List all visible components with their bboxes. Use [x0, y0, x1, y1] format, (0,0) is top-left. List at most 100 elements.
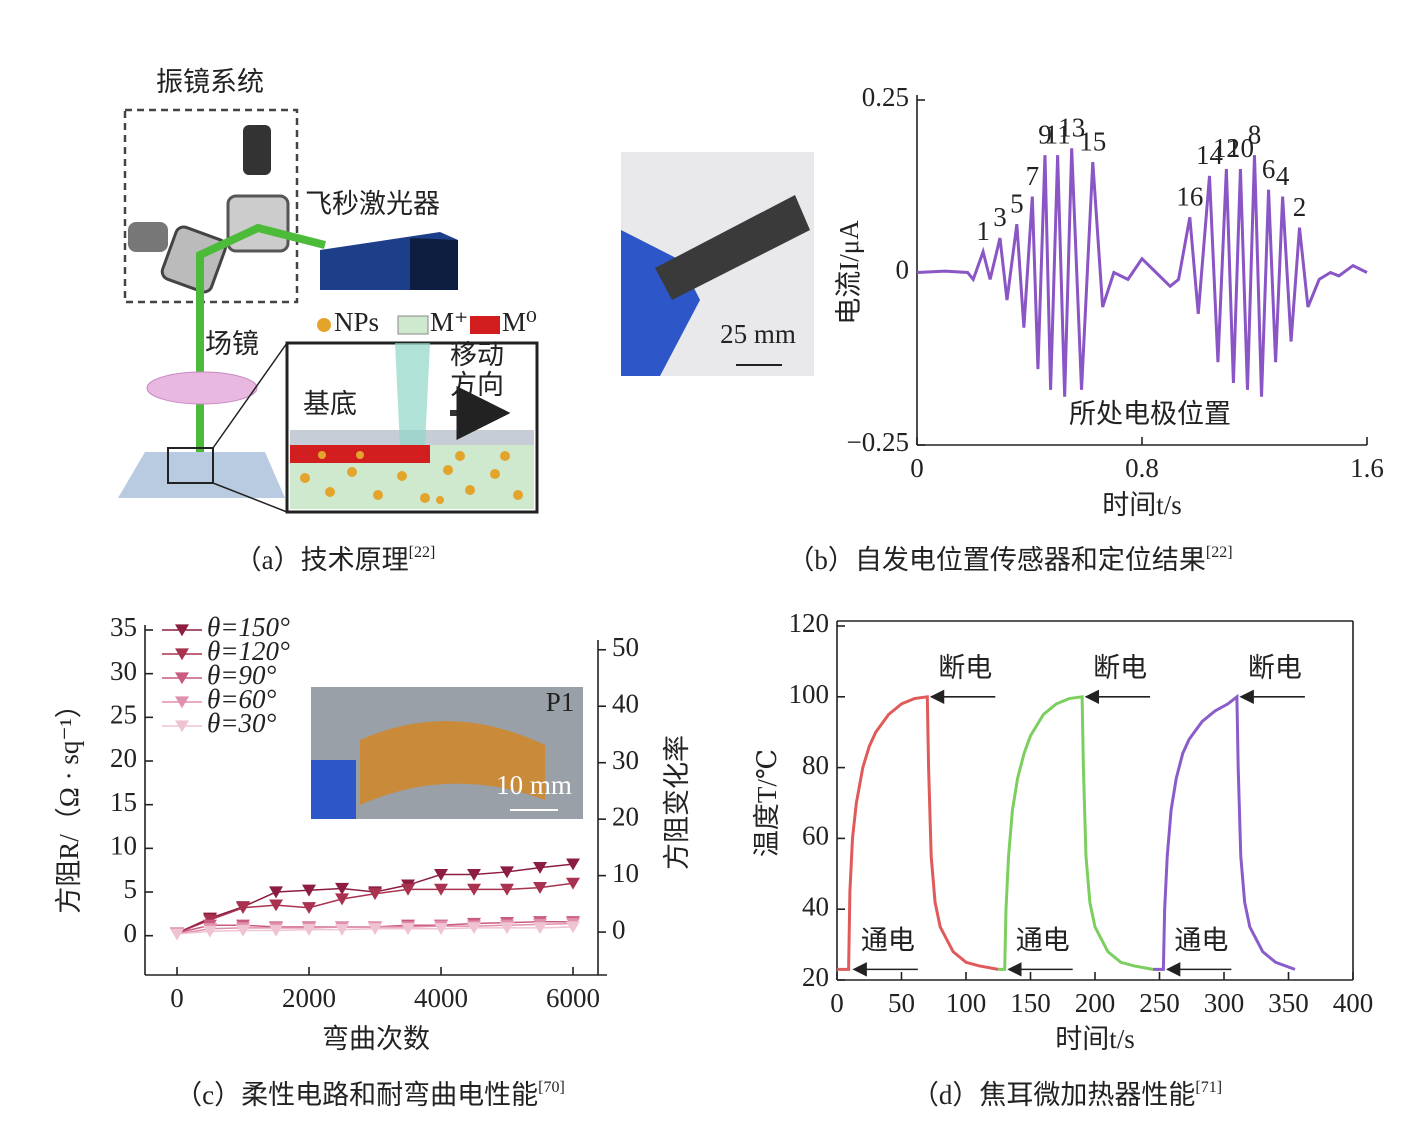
laser-beam — [196, 223, 326, 460]
galvo-box — [123, 108, 299, 304]
diagram-title: 振镜系统 — [156, 67, 264, 97]
y-tick-label: 80 — [802, 750, 829, 780]
y-tick-label: 20 — [802, 962, 829, 992]
x-axis-label: 时间t/s — [1055, 1024, 1135, 1054]
mirror-2 — [160, 225, 227, 294]
stage — [118, 452, 285, 498]
legend-ion — [397, 315, 429, 335]
marker — [467, 883, 482, 896]
photo-b: 25 mm — [621, 152, 814, 376]
caption-text: （c）柔性电路和耐弯曲电性能 — [175, 1080, 538, 1110]
series-line — [1153, 693, 1296, 971]
legend-label: θ=30° — [207, 708, 276, 738]
legend-label: θ=90° — [207, 660, 276, 690]
caption-ref: [22] — [409, 544, 436, 561]
legend-label: M⁰ — [502, 307, 537, 337]
legend-label: θ=120° — [207, 636, 290, 666]
y2-tick-label: 40 — [612, 688, 639, 718]
y2-tick-label: 50 — [612, 632, 639, 662]
caption-text: （b）自发电位置传感器和定位结果 — [787, 545, 1206, 575]
legend-label: θ=60° — [207, 684, 276, 714]
x-tick-label: 300 — [1204, 988, 1245, 1018]
peak-label: 6 — [1262, 154, 1276, 184]
x-tick-label: 50 — [888, 988, 915, 1018]
y-tick-label: −0.25 — [847, 427, 909, 457]
peak-label: 9 — [1038, 119, 1052, 149]
legend-label: M⁺ — [430, 307, 468, 337]
y-tick-label: 5 — [124, 874, 138, 904]
y-tick-label: 100 — [789, 679, 830, 709]
caption: （c）柔性电路和耐弯曲电性能[70] — [175, 1079, 565, 1111]
peak-label: 16 — [1176, 182, 1203, 212]
legend-label: NPs — [334, 307, 379, 337]
mirror-1 — [226, 194, 290, 253]
annotation: 断电 — [1093, 653, 1147, 683]
legend-np — [317, 318, 331, 332]
y-axis-label: 电流I/μA — [834, 220, 864, 325]
motor — [128, 222, 168, 252]
legend-marker — [175, 672, 189, 685]
marker — [533, 922, 548, 935]
marker — [533, 882, 548, 894]
marker — [203, 925, 218, 938]
marker — [467, 868, 482, 881]
x-tick-label: 0 — [910, 453, 924, 483]
caption-ref: [70] — [538, 1079, 565, 1096]
y2-tick-label: 30 — [612, 745, 639, 775]
marker — [302, 902, 317, 915]
x-tick-label: 0 — [170, 983, 184, 1013]
x-tick-label: 4000 — [414, 983, 468, 1013]
laser-label: 飞秒激光器 — [305, 189, 440, 219]
photo-c: P1 10 mm — [311, 687, 583, 819]
series-line — [837, 695, 999, 971]
legend-marker — [175, 648, 189, 661]
marker — [566, 858, 581, 871]
peak-label: 13 — [1058, 113, 1085, 143]
series-line — [916, 148, 1368, 397]
panel-a: 振镜系统 飞秒激光器 场镜 基底 移动 方向 NPs M⁺ M⁰ — [118, 67, 539, 514]
zoom-line — [212, 342, 288, 449]
y-tick-label: 0.25 — [862, 82, 909, 112]
caption: （b）自发电位置传感器和定位结果[22] — [787, 544, 1232, 576]
lens-label: 场镜 — [205, 329, 259, 359]
peak-label: 7 — [1026, 161, 1040, 191]
peak-label: 11 — [1045, 119, 1071, 149]
x-axis-label: 弯曲次数 — [322, 1024, 430, 1054]
legend-label: θ=150° — [207, 612, 290, 642]
y2-tick-label: 0 — [612, 914, 626, 944]
zoom-line — [212, 482, 288, 513]
y2-tick-label: 10 — [612, 858, 639, 888]
inset-tag: P1 — [546, 687, 575, 717]
x-tick-label: 350 — [1268, 988, 1309, 1018]
marker — [566, 921, 581, 934]
peak-label: 1 — [976, 216, 990, 246]
marker — [500, 883, 515, 896]
y-tick-label: 40 — [802, 891, 829, 921]
peak-label: 5 — [1010, 188, 1024, 218]
scale-label: 25 mm — [720, 319, 796, 349]
nanoparticles — [300, 451, 523, 504]
marker — [302, 884, 317, 897]
caption-ref: [22] — [1206, 544, 1233, 561]
marker — [533, 861, 548, 874]
marker — [236, 924, 251, 937]
x-tick-label: 2000 — [282, 983, 336, 1013]
marker — [269, 899, 284, 912]
x-tick-label: 100 — [946, 988, 987, 1018]
legend-marker — [175, 720, 189, 733]
peak-label: 3 — [993, 202, 1007, 232]
annotation: 断电 — [938, 653, 992, 683]
marker — [335, 882, 350, 895]
caption: （a）技术原理[22] — [235, 544, 436, 576]
legend-metal — [470, 316, 500, 334]
marker — [401, 883, 416, 896]
focus-beam — [395, 343, 430, 445]
marker — [500, 866, 515, 879]
y-tick-label: 20 — [110, 743, 137, 773]
x-axis-label: 时间t/s — [1102, 490, 1182, 520]
marker — [269, 886, 284, 899]
glove — [311, 760, 356, 819]
y-tick-label: 10 — [110, 831, 137, 861]
move-label: 移动 — [450, 340, 504, 370]
peak-label: 12 — [1213, 133, 1240, 163]
